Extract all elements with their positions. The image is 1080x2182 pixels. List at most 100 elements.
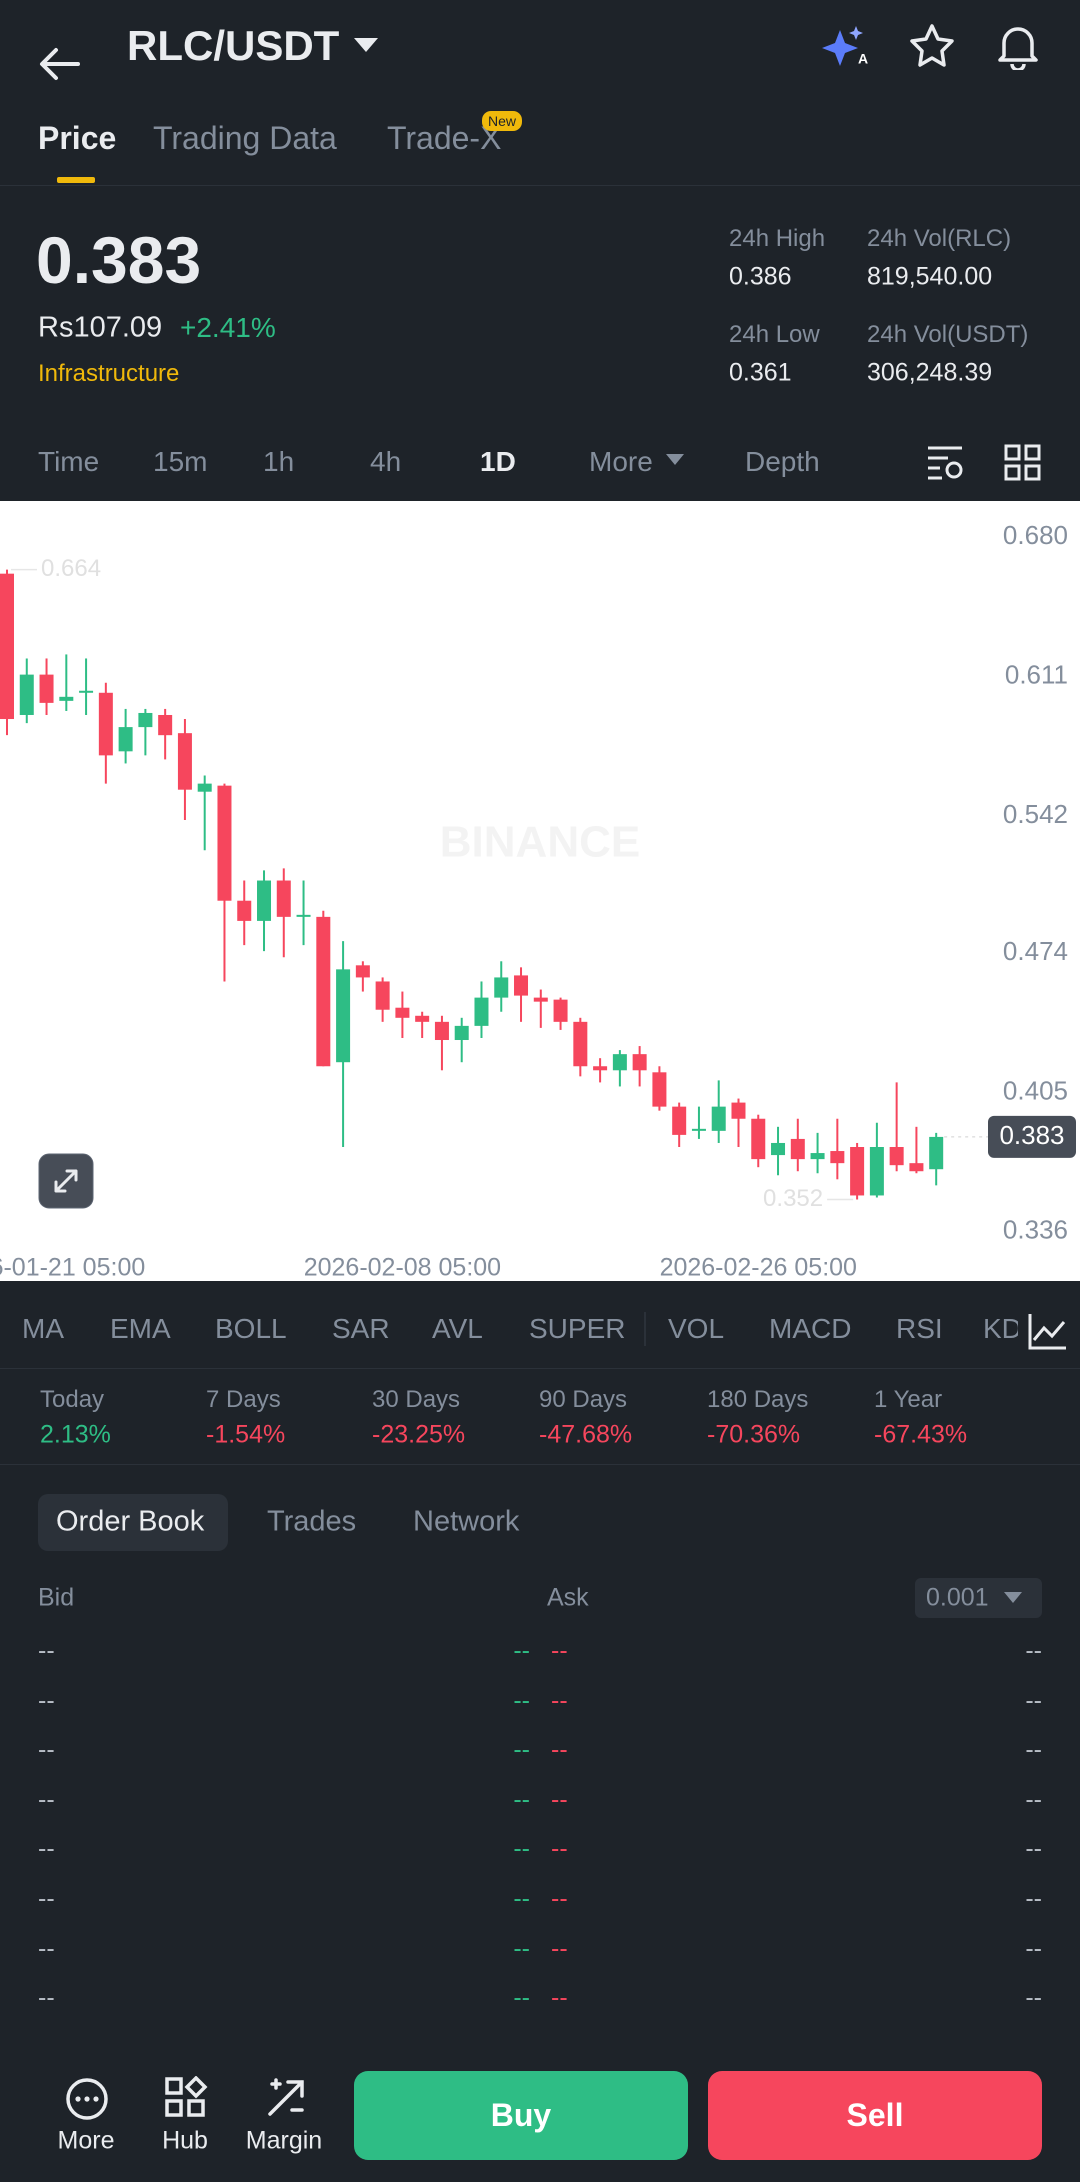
- order-book-tab[interactable]: Order Book: [56, 1505, 205, 1538]
- sector-tag[interactable]: Infrastructure: [38, 360, 180, 387]
- stat-label: 24h Vol(USDT): [867, 321, 1029, 348]
- footer-link[interactable]: Hub: [162, 2126, 208, 2155]
- period-label: 1 Year: [874, 1386, 943, 1413]
- indicator-divider: [644, 1312, 646, 1346]
- stat-value: 819,540.00: [867, 262, 993, 291]
- candle-body: [276, 880, 291, 917]
- stat-value: 306,248.39: [867, 358, 993, 387]
- indicator[interactable]: VOL: [668, 1313, 725, 1344]
- ask-qty: --: [1025, 1686, 1042, 1715]
- ai-icon[interactable]: AI: [820, 24, 868, 68]
- candle-body: [0, 573, 14, 720]
- footer-link[interactable]: Margin: [245, 2126, 323, 2155]
- candle-body: [771, 1142, 786, 1156]
- ask-header: Ask: [547, 1583, 589, 1612]
- indicator-settings[interactable]: [1018, 1300, 1078, 1360]
- pair-dropdown[interactable]: [354, 38, 378, 54]
- tab[interactable]: Price: [38, 120, 117, 156]
- expand-button[interactable]: [38, 1153, 94, 1209]
- ask-qty: --: [1025, 1834, 1042, 1863]
- ask-qty: --: [1025, 1785, 1042, 1814]
- stat-value: 0.361: [729, 358, 792, 387]
- candle-body: [889, 1147, 904, 1166]
- candle-body: [494, 977, 509, 998]
- interval[interactable]: More: [589, 446, 653, 477]
- candle-body: [711, 1106, 726, 1131]
- candle-body: [830, 1151, 845, 1164]
- last-price-label: 0.383: [999, 1120, 1064, 1150]
- candle-body: [177, 733, 192, 790]
- hub-icon[interactable]: [164, 2076, 208, 2120]
- candle-body: [296, 914, 311, 917]
- indicator[interactable]: SAR: [332, 1313, 390, 1344]
- tab[interactable]: Trade-X: [387, 120, 502, 156]
- candle-body: [355, 965, 370, 978]
- watermark: BINANCE: [440, 818, 640, 867]
- candle-body: [434, 1021, 449, 1041]
- indicator[interactable]: EMA: [110, 1313, 171, 1344]
- candle-body: [691, 1128, 706, 1131]
- ask-price: --: [551, 1735, 568, 1764]
- ask-qty: --: [1025, 1983, 1042, 2012]
- indicator[interactable]: RSI: [896, 1313, 943, 1344]
- candle-body: [138, 712, 153, 728]
- stat-label: 24h Vol(RLC): [867, 225, 1012, 252]
- fiat-price: Rs107.09: [38, 311, 163, 344]
- low-marker: 0.352: [763, 1185, 823, 1212]
- ask-price: --: [551, 1884, 568, 1913]
- bid-qty: --: [38, 1934, 55, 1963]
- bid-qty: --: [38, 1884, 55, 1913]
- interval[interactable]: 1h: [263, 446, 295, 477]
- bid-qty: --: [38, 1834, 55, 1863]
- layout-icon[interactable]: [1004, 444, 1042, 482]
- stat-label: 24h Low: [729, 321, 820, 348]
- order-book-tab[interactable]: Network: [413, 1505, 520, 1538]
- bid-price: --: [513, 1686, 530, 1715]
- sell-button[interactable]: Sell: [708, 2071, 1042, 2160]
- ask-price: --: [551, 1834, 568, 1863]
- more-icon[interactable]: [64, 2076, 110, 2122]
- back-icon[interactable]: [38, 44, 82, 84]
- chart-settings-icon[interactable]: [926, 444, 966, 482]
- indicator[interactable]: BOLL: [215, 1313, 287, 1344]
- candle-body: [850, 1147, 865, 1196]
- interval[interactable]: Time: [38, 446, 100, 477]
- precision-select[interactable]: [915, 1578, 1042, 1618]
- pair-title[interactable]: RLC/USDT: [127, 22, 340, 69]
- indicator[interactable]: SUPER: [529, 1313, 626, 1344]
- new-badge: New: [482, 111, 523, 131]
- alert-icon[interactable]: [996, 22, 1040, 70]
- ask-qty: --: [1025, 1934, 1042, 1963]
- interval[interactable]: Depth: [745, 446, 820, 477]
- ask-qty: --: [1025, 1884, 1042, 1913]
- candle-body: [533, 997, 548, 1002]
- period-value: -67.43%: [874, 1420, 968, 1449]
- buy-button[interactable]: Buy: [354, 2071, 688, 2160]
- tab-pill: [38, 1494, 228, 1551]
- chart-area: BINANCE 0.680 0.611 0.542 0.474 0.405 0.336 202…: [0, 501, 1080, 1281]
- margin-icon[interactable]: [264, 2076, 308, 2120]
- order-book-tab[interactable]: Trades: [267, 1505, 357, 1538]
- y-tick-label: 0.336: [1003, 1215, 1068, 1245]
- indicator[interactable]: MA: [22, 1313, 64, 1344]
- candle-body: [257, 880, 272, 921]
- candle-body: [316, 916, 331, 1067]
- favorite-icon[interactable]: [908, 22, 956, 68]
- tab[interactable]: Trading Data: [153, 120, 337, 156]
- indicator[interactable]: AVL: [432, 1313, 483, 1344]
- interval[interactable]: 15m: [153, 446, 208, 477]
- footer-link[interactable]: More: [57, 2126, 115, 2155]
- candle-body: [652, 1072, 667, 1107]
- y-tick-label: 0.542: [1003, 799, 1068, 829]
- interval[interactable]: 4h: [370, 446, 402, 477]
- interval[interactable]: 1D: [480, 446, 516, 477]
- period-value: -70.36%: [707, 1420, 801, 1449]
- chart: BINANCE 0.680 0.611 0.542 0.474 0.405 0.336 202…: [0, 520, 1076, 1281]
- indicator[interactable]: KDJ: [983, 1313, 1018, 1344]
- candle-body: [336, 969, 351, 1063]
- ask-price: --: [551, 1983, 568, 2012]
- indicator[interactable]: MACD: [769, 1313, 852, 1344]
- bid-header: Bid: [38, 1583, 75, 1612]
- bid-price: --: [513, 1735, 530, 1764]
